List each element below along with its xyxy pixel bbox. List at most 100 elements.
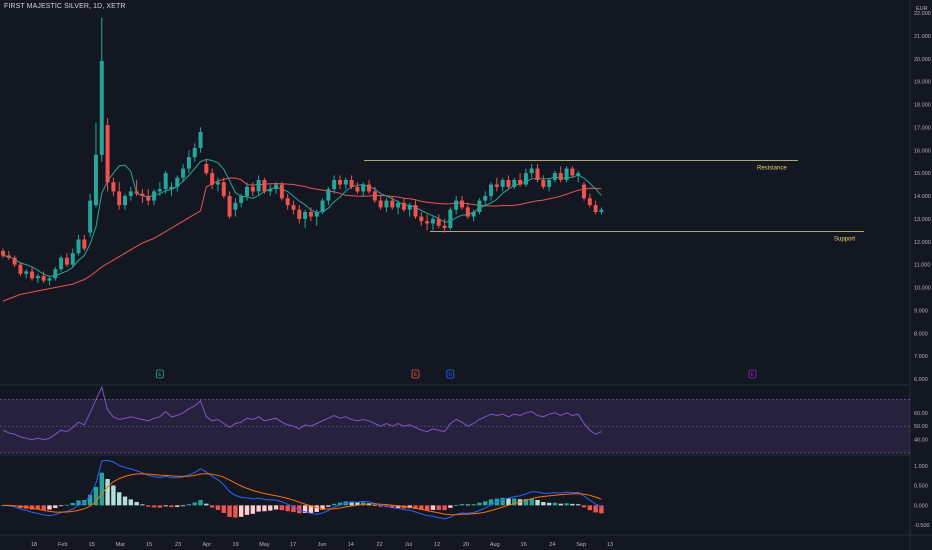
time-tick-label: 15 bbox=[89, 542, 95, 548]
event-marker-label: E bbox=[158, 372, 162, 378]
price-tick-label: 6.000 bbox=[914, 377, 928, 383]
candle-body bbox=[99, 61, 104, 155]
macd-histogram-bar bbox=[157, 505, 163, 508]
macd-histogram-bar bbox=[163, 505, 168, 507]
candle-body bbox=[372, 191, 377, 201]
candle-body bbox=[175, 177, 180, 187]
macd-histogram-bar bbox=[117, 492, 122, 506]
macd-histogram-bar bbox=[378, 505, 383, 507]
currency-label: EUR bbox=[916, 6, 928, 12]
candle-body bbox=[64, 257, 69, 265]
macd-histogram-bar bbox=[76, 500, 81, 506]
candle-body bbox=[407, 205, 412, 210]
macd-histogram-bar bbox=[273, 505, 279, 510]
macd-histogram-bar bbox=[535, 499, 540, 506]
candle-body bbox=[35, 276, 40, 279]
price-tick-label: 21.000 bbox=[914, 34, 931, 40]
price-tick-label: 17.000 bbox=[914, 125, 931, 131]
time-tick-label: 12 bbox=[434, 542, 440, 548]
candle-body bbox=[587, 198, 592, 206]
macd-histogram-bar bbox=[262, 505, 267, 512]
candle-body bbox=[204, 163, 209, 174]
candle-body bbox=[186, 157, 191, 169]
macd-histogram-bar bbox=[506, 498, 511, 506]
time-tick-label: Jul bbox=[405, 542, 412, 548]
macd-histogram-bar bbox=[581, 505, 587, 508]
macd-histogram-bar bbox=[285, 505, 290, 512]
macd-histogram-bar bbox=[53, 505, 58, 509]
price-tick-label: 15.000 bbox=[914, 171, 931, 177]
candle-body bbox=[140, 193, 145, 196]
price-tick-label: 10.000 bbox=[914, 286, 931, 292]
candle-body bbox=[401, 202, 406, 210]
macd-histogram-bar bbox=[64, 504, 70, 506]
candle-body bbox=[390, 200, 395, 208]
price-tick-label: 22.000 bbox=[914, 11, 931, 17]
macd-histogram-bar bbox=[308, 505, 314, 513]
price-tick-label: 12.000 bbox=[914, 240, 931, 246]
macd-signal-line bbox=[3, 473, 602, 516]
macd-histogram-bar bbox=[151, 505, 157, 508]
macd-histogram-bar bbox=[453, 505, 459, 506]
candle-body bbox=[30, 271, 35, 279]
candle-body bbox=[41, 276, 46, 281]
macd-histogram-bar bbox=[570, 503, 575, 506]
macd-histogram-bar bbox=[552, 502, 558, 506]
candle-body bbox=[337, 179, 342, 185]
time-tick-label: 18 bbox=[31, 542, 37, 548]
candle-body bbox=[332, 179, 337, 190]
candle-body bbox=[459, 200, 464, 208]
macd-histogram-bar bbox=[390, 505, 395, 508]
candle-body bbox=[442, 225, 447, 229]
macd-histogram-bar bbox=[111, 485, 116, 506]
time-tick-label: 22 bbox=[377, 542, 383, 548]
candle-body bbox=[483, 196, 488, 201]
candle-body bbox=[279, 184, 284, 199]
time-tick-label: 17 bbox=[290, 542, 296, 548]
time-tick-label: May bbox=[259, 542, 270, 548]
candle-body bbox=[599, 209, 604, 213]
moving-average-long bbox=[2, 177, 602, 302]
candle-body bbox=[297, 209, 302, 219]
macd-histogram-bar bbox=[541, 502, 546, 506]
candle-body bbox=[541, 179, 546, 187]
candle-body bbox=[285, 198, 290, 206]
price-tick-label: 8.000 bbox=[914, 331, 928, 337]
candle-body bbox=[361, 184, 366, 192]
macd-histogram-bar bbox=[500, 497, 505, 506]
macd-histogram-bar bbox=[209, 505, 215, 508]
candle-body bbox=[564, 168, 569, 180]
macd-histogram-bar bbox=[35, 505, 41, 510]
candle-body bbox=[471, 212, 476, 217]
rsi-band bbox=[0, 399, 910, 453]
macd-histogram-bar bbox=[268, 505, 273, 511]
candle-body bbox=[413, 205, 418, 217]
candle-body bbox=[529, 168, 534, 174]
macd-histogram-bar bbox=[140, 504, 145, 506]
candle-body bbox=[291, 205, 296, 210]
candle-body bbox=[384, 200, 389, 208]
candle-body bbox=[215, 182, 220, 185]
event-marker bbox=[748, 369, 757, 379]
candle-body bbox=[163, 173, 168, 190]
rsi-tick-label: 50.00 bbox=[914, 424, 928, 430]
macd-histogram-bar bbox=[204, 503, 209, 506]
macd-histogram-bar bbox=[58, 505, 64, 507]
macd-histogram-bar bbox=[186, 504, 192, 506]
candle-body bbox=[308, 212, 313, 217]
event-marker bbox=[446, 369, 455, 379]
candle-body bbox=[506, 179, 511, 187]
time-tick-label: 14 bbox=[348, 542, 354, 548]
candle-body bbox=[262, 179, 267, 192]
candle-body bbox=[123, 196, 128, 206]
macd-histogram-bar bbox=[488, 499, 494, 506]
candle-body bbox=[157, 189, 162, 192]
candle-body bbox=[314, 212, 319, 217]
candle-body bbox=[181, 168, 186, 178]
macd-tick-label: 1.000 bbox=[914, 464, 928, 470]
candle-body bbox=[582, 184, 586, 199]
macd-histogram-bar bbox=[372, 504, 378, 506]
candle-body bbox=[12, 257, 17, 265]
candle-body bbox=[93, 154, 98, 206]
